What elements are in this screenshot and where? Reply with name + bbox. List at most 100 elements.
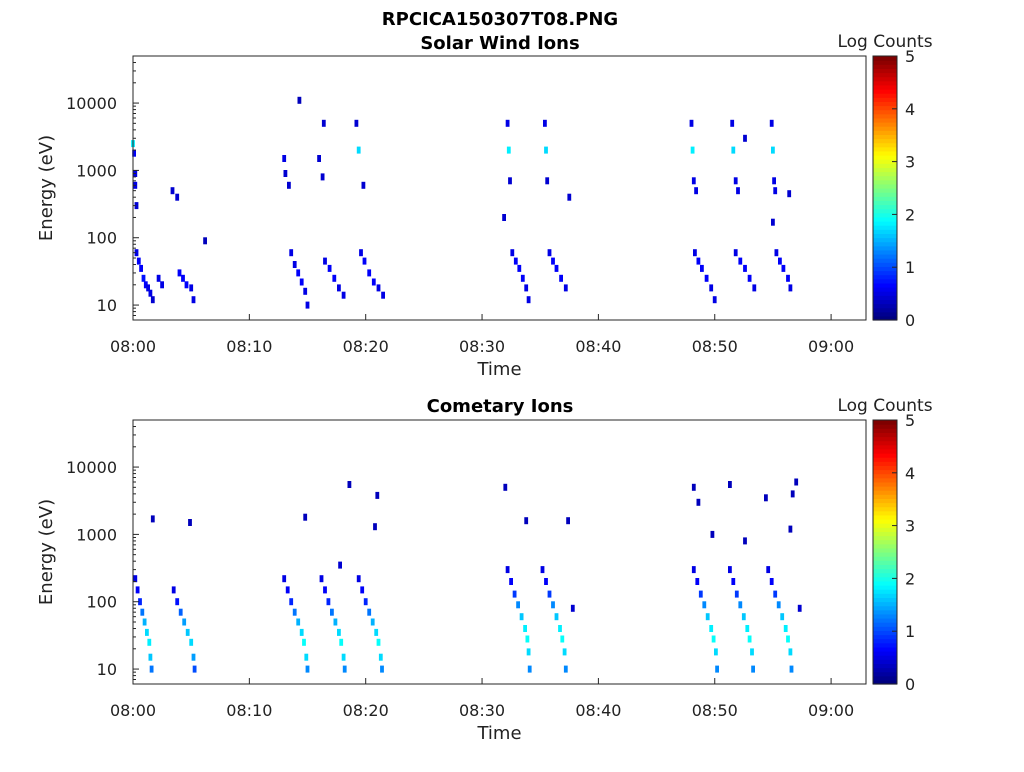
chart-1-colorbar-segment [873, 613, 897, 619]
chart-1-colorbar-segment [873, 576, 897, 582]
chart-1-cell [285, 586, 290, 594]
chart-1-x-tick-label: 08:10 [226, 701, 272, 720]
chart-0-colorbar-segment [873, 245, 897, 251]
chart-0-colorbar-segment [873, 225, 897, 230]
chart-1-title: Cometary Ions [427, 396, 574, 417]
chart-0-y-tick-label: 100 [86, 229, 117, 248]
chart-0-cell [567, 193, 572, 201]
chart-0-cell [704, 274, 709, 282]
chart-1-cell [525, 635, 530, 643]
chart-0-colorbar-segment [873, 291, 897, 296]
chart-0-cell [283, 170, 288, 177]
chart-0-cell [772, 177, 776, 185]
chart-0-colorbar-segment [873, 311, 897, 317]
chart-0-cell [781, 264, 786, 272]
chart-0-cell [282, 155, 287, 162]
chart-0-cell [296, 269, 301, 277]
chart-0-cell [517, 264, 522, 272]
chart-1-colorbar-segment [873, 527, 897, 532]
chart-0-cell [543, 119, 547, 127]
chart-1-colorbar-segment [873, 655, 897, 660]
chart-1-colorbar-segment [873, 448, 897, 454]
chart-1-colorbar-segment [873, 498, 897, 504]
chart-1-colorbar-segment [873, 580, 897, 586]
chart-0-colorbar-segment [873, 89, 897, 94]
chart-0-cell [184, 281, 189, 289]
chart-0-colorbar-segment [873, 68, 897, 74]
chart-1-colorbar-segment [873, 675, 897, 681]
chart-1-x-axis-label: Time [476, 723, 521, 744]
chart-1-cell [526, 648, 531, 656]
chart-0-colorbar-segment [873, 163, 897, 168]
chart-0-colorbar-segment [873, 221, 897, 226]
chart-0-colorbar-segment [873, 229, 897, 234]
chart-0-colorbar-segment [873, 200, 897, 206]
chart-1-cell [696, 498, 701, 506]
chart-0-cell [191, 296, 196, 304]
chart-0-colorbar-segment [873, 262, 897, 267]
chart-0-colorbar-tick-label: 0 [905, 311, 915, 330]
chart-1-cell [289, 598, 294, 606]
chart-1-cell [150, 515, 155, 523]
chart-1-colorbar-tick-label: 5 [905, 411, 915, 430]
chart-0-cell [786, 274, 790, 282]
chart-1-cell [544, 578, 548, 585]
chart-0-colorbar-segment [873, 249, 897, 255]
chart-0-y-axis-label: Energy (eV) [36, 135, 57, 241]
chart-0-colorbar-segment [873, 204, 897, 210]
chart-1-cell [566, 517, 570, 525]
chart-0-colorbar-segment [873, 192, 897, 197]
chart-0-cell [559, 274, 563, 282]
chart-0-cell [696, 257, 701, 265]
chart-1-colorbar-segment [873, 622, 897, 627]
chart-1-cell [562, 648, 567, 656]
chart-1-colorbar-segment [873, 626, 897, 631]
chart-1-cell [797, 604, 802, 612]
chart-1-colorbar-segment [873, 519, 897, 524]
chart-1-colorbar-segment [873, 457, 897, 462]
chart-1-cell [734, 590, 739, 598]
chart-1-cell [738, 601, 743, 609]
chart-0-cell [297, 96, 302, 104]
chart-0-cell [554, 264, 559, 272]
chart-1-colorbar-segment [873, 638, 897, 644]
chart-0-x-axis-label: Time [476, 359, 521, 380]
chart-0-cell [132, 149, 136, 157]
chart-1-colorbar-segment [873, 568, 897, 574]
chart-0-cell [752, 284, 757, 292]
chart-1-colorbar-frame [872, 419, 898, 685]
chart-0-colorbar-segment [873, 113, 897, 119]
chart-1-colorbar-segment [873, 477, 897, 483]
chart-0-title: Solar Wind Ions [420, 33, 579, 54]
chart-1-cell [554, 613, 559, 621]
chart-1-cell [524, 517, 529, 525]
chart-1-colorbar-segment [873, 436, 897, 442]
chart-1-cell [516, 601, 520, 609]
chart-1-colorbar-tick-label: 4 [905, 464, 915, 483]
chart-1-cell [342, 665, 347, 673]
chart-0-cell [289, 249, 294, 257]
chart-0-colorbar-segment [873, 315, 897, 321]
chart-1-cell [149, 665, 154, 673]
chart-1-cell [133, 575, 138, 583]
chart-0-colorbar-segment [873, 188, 897, 193]
chart-0-cell [691, 177, 696, 185]
chart-0-colorbar-segment [873, 72, 897, 78]
chart-0-colorbar-segment [873, 150, 897, 156]
chart-1-cell [189, 638, 194, 646]
chart-1-cell [299, 628, 304, 636]
chart-1-cell [375, 491, 380, 499]
chart-1-colorbar-segment [873, 424, 897, 429]
chart-0-cell [356, 146, 361, 154]
chart-0-cell [736, 187, 740, 195]
chart-1-colorbar-segment [873, 432, 897, 438]
chart-1-cell [503, 483, 508, 491]
chart-1-cell [747, 635, 752, 643]
chart-0-colorbar-segment [873, 134, 897, 140]
chart-1-colorbar-segment [873, 510, 897, 516]
chart-0-colorbar-segment [873, 212, 897, 218]
chart-0-colorbar-segment [873, 175, 897, 181]
chart-1-colorbar-segment [873, 651, 897, 656]
chart-0-cell [327, 264, 332, 272]
chart-0-y-tick-label: 10000 [66, 94, 117, 113]
